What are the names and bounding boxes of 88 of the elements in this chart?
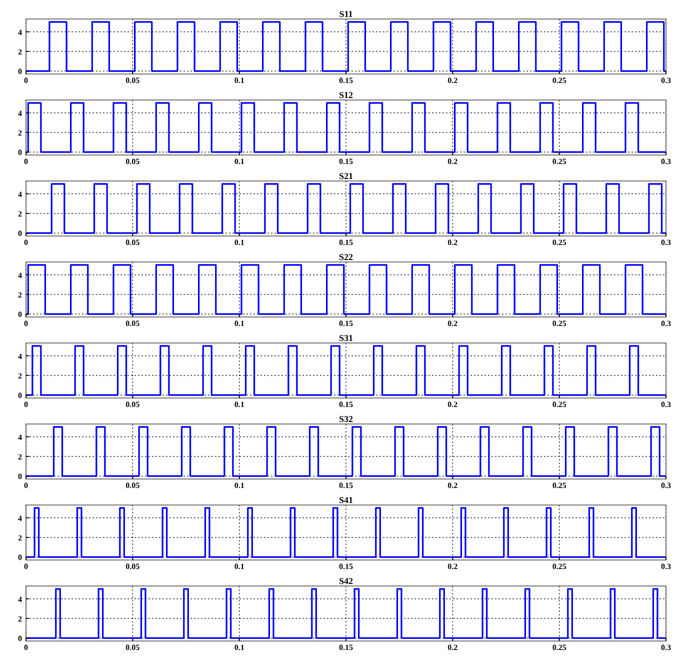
x-tick-label: 0.2 <box>448 157 458 166</box>
x-tick-label: 0 <box>24 238 28 247</box>
x-tick-label: 0.05 <box>126 76 140 85</box>
x-tick-label: 0.1 <box>234 157 244 166</box>
x-tick-label: 0.05 <box>126 562 140 571</box>
x-tick-label: 0.05 <box>126 643 140 652</box>
chart-title: S12 <box>338 90 354 100</box>
y-tick-label: 0 <box>18 67 22 76</box>
x-tick-label: 0.3 <box>661 643 671 652</box>
y-tick-label: 4 <box>18 108 22 118</box>
x-tick-label: 0 <box>24 319 28 328</box>
x-tick-label: 0.25 <box>552 319 566 328</box>
y-tick-label: 2 <box>18 290 22 300</box>
x-tick-label: 0.2 <box>448 562 458 571</box>
x-tick-label: 0.25 <box>552 562 566 571</box>
chart-title: S31 <box>338 333 354 343</box>
chart-title: S42 <box>338 576 354 586</box>
y-tick-label: 0 <box>18 148 22 158</box>
x-tick-label: 0.1 <box>234 481 244 490</box>
x-tick-label: 0.2 <box>448 238 458 247</box>
x-tick-label: 0.15 <box>339 562 353 571</box>
x-tick-label: 0.15 <box>339 481 353 490</box>
y-tick-label: 4 <box>18 432 22 442</box>
chart-title: S41 <box>338 495 354 505</box>
x-tick-label: 0.15 <box>339 76 353 85</box>
y-tick-label: 4 <box>18 28 22 37</box>
y-tick-label: 2 <box>18 533 22 542</box>
x-tick-label: 0 <box>24 400 28 409</box>
x-tick-label: 0.15 <box>339 400 353 409</box>
y-tick-label: 0 <box>18 229 22 238</box>
y-tick-label: 4 <box>18 594 22 604</box>
x-tick-label: 0.25 <box>552 157 566 166</box>
x-tick-label: 0.25 <box>552 238 566 247</box>
y-tick-label: 2 <box>18 614 22 624</box>
y-tick-label: 2 <box>18 47 22 56</box>
x-tick-label: 0.1 <box>234 643 244 652</box>
x-tick-label: 0.05 <box>126 238 140 247</box>
x-tick-label: 0.15 <box>339 643 353 652</box>
y-tick-label: 4 <box>18 352 22 361</box>
y-tick-label: 4 <box>18 270 22 280</box>
chart-title: S11 <box>339 9 354 19</box>
chart-title: S22 <box>338 252 354 262</box>
x-tick-label: 0.3 <box>661 157 671 166</box>
x-tick-label: 0.05 <box>126 157 140 166</box>
x-tick-label: 0.2 <box>448 319 458 328</box>
x-tick-label: 0.3 <box>661 76 671 85</box>
x-tick-label: 0.3 <box>661 238 671 247</box>
x-tick-label: 0.3 <box>661 400 671 409</box>
y-tick-label: 2 <box>18 209 22 218</box>
x-tick-label: 0 <box>24 157 28 166</box>
x-tick-label: 0.1 <box>234 238 244 247</box>
x-tick-label: 0 <box>24 76 28 85</box>
x-tick-label: 0 <box>24 643 28 652</box>
chart-title: S21 <box>338 171 354 181</box>
y-tick-label: 0 <box>18 472 22 482</box>
x-tick-label: 0.3 <box>661 481 671 490</box>
y-tick-label: 0 <box>18 634 22 644</box>
y-tick-label: 4 <box>18 514 22 523</box>
x-tick-label: 0.3 <box>661 319 671 328</box>
x-tick-label: 0.25 <box>552 400 566 409</box>
x-tick-label: 0.25 <box>552 643 566 652</box>
y-tick-label: 2 <box>18 128 22 138</box>
y-tick-label: 2 <box>18 371 22 380</box>
x-tick-label: 0 <box>24 481 28 490</box>
x-tick-label: 0.15 <box>339 238 353 247</box>
x-tick-label: 0.05 <box>126 400 140 409</box>
y-tick-label: 4 <box>18 190 22 199</box>
x-tick-label: 0.2 <box>448 400 458 409</box>
x-tick-label: 0.05 <box>126 481 140 490</box>
x-tick-label: 0.2 <box>448 643 458 652</box>
x-tick-label: 0.05 <box>126 319 140 328</box>
x-tick-label: 0.1 <box>234 76 244 85</box>
x-tick-label: 0.2 <box>448 76 458 85</box>
x-tick-label: 0.1 <box>234 400 244 409</box>
x-tick-label: 0.2 <box>448 481 458 490</box>
x-tick-label: 0.15 <box>339 157 353 166</box>
x-tick-label: 0.3 <box>661 562 671 571</box>
y-tick-label: 0 <box>18 310 22 320</box>
y-tick-label: 2 <box>18 452 22 462</box>
chart-title: S32 <box>338 414 354 424</box>
y-tick-label: 0 <box>18 553 22 562</box>
x-tick-label: 0.25 <box>552 481 566 490</box>
x-tick-label: 0 <box>24 562 28 571</box>
x-tick-label: 0.1 <box>234 319 244 328</box>
y-tick-label: 0 <box>18 391 22 400</box>
x-tick-label: 0.15 <box>339 319 353 328</box>
x-tick-label: 0.25 <box>552 76 566 85</box>
x-tick-label: 0.1 <box>234 562 244 571</box>
